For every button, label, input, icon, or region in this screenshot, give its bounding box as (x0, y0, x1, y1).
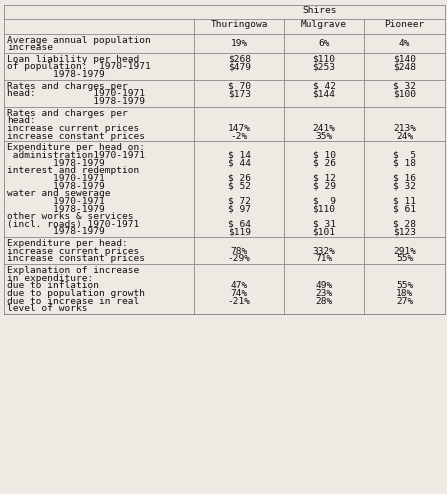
Text: 1970-1971: 1970-1971 (7, 197, 105, 206)
Text: 332%: 332% (312, 247, 336, 256)
Text: $123: $123 (393, 227, 416, 237)
Text: $ 42: $ 42 (312, 82, 336, 91)
Text: $268: $268 (228, 55, 251, 64)
Text: 55%: 55% (396, 282, 413, 290)
Text: $110: $110 (312, 55, 336, 64)
Text: 18%: 18% (396, 289, 413, 298)
Text: 28%: 28% (316, 296, 333, 306)
Text: 213%: 213% (393, 124, 416, 133)
Text: 1978-1979: 1978-1979 (7, 205, 105, 213)
Text: 19%: 19% (231, 39, 248, 48)
Text: other works & services: other works & services (7, 212, 133, 221)
Text: $110: $110 (312, 205, 336, 213)
Text: increase current prices: increase current prices (7, 124, 139, 133)
Text: $ 72: $ 72 (228, 197, 251, 206)
Text: due to inflation: due to inflation (7, 282, 99, 290)
Text: $140: $140 (393, 55, 416, 64)
Text: $ 10: $ 10 (312, 151, 336, 160)
Text: -2%: -2% (231, 132, 248, 141)
Text: 241%: 241% (312, 124, 336, 133)
Text: 1978-1979: 1978-1979 (7, 227, 105, 237)
Text: head:: head: (7, 117, 35, 125)
Text: 24%: 24% (396, 132, 413, 141)
Text: $ 61: $ 61 (393, 205, 416, 213)
Text: (incl. roads) 1970-1971: (incl. roads) 1970-1971 (7, 220, 139, 229)
Text: 1978-1979: 1978-1979 (7, 159, 105, 167)
Text: $ 26: $ 26 (228, 174, 251, 183)
Text: -21%: -21% (228, 296, 251, 306)
Text: due to population growth: due to population growth (7, 289, 145, 298)
Text: head:          1970-1971: head: 1970-1971 (7, 89, 145, 98)
Text: 1978-1979: 1978-1979 (7, 70, 105, 79)
Text: in expenditure:: in expenditure: (7, 274, 93, 283)
Text: $479: $479 (228, 63, 251, 72)
Text: $119: $119 (228, 227, 251, 237)
Text: due to increase in real: due to increase in real (7, 296, 139, 306)
Text: 23%: 23% (316, 289, 333, 298)
Text: increase constant prices: increase constant prices (7, 254, 145, 263)
Text: $253: $253 (312, 63, 336, 72)
Text: $ 18: $ 18 (393, 159, 416, 167)
Text: $ 31: $ 31 (312, 220, 336, 229)
Text: 74%: 74% (231, 289, 248, 298)
Text: Mulgrave: Mulgrave (301, 20, 347, 29)
Text: $101: $101 (312, 227, 336, 237)
Text: 55%: 55% (396, 254, 413, 263)
Text: $ 11: $ 11 (393, 197, 416, 206)
Text: $173: $173 (228, 89, 251, 98)
Text: -29%: -29% (228, 254, 251, 263)
Text: administration1970-1971: administration1970-1971 (7, 151, 145, 160)
Text: Shires: Shires (302, 6, 337, 15)
Text: 4%: 4% (399, 39, 410, 48)
Text: 1978-1979: 1978-1979 (7, 97, 145, 106)
Text: level of works: level of works (7, 304, 87, 313)
Text: 49%: 49% (316, 282, 333, 290)
Text: $  9: $ 9 (312, 197, 336, 206)
Text: Rates and charges per: Rates and charges per (7, 82, 127, 91)
Text: 291%: 291% (393, 247, 416, 256)
Text: increase constant prices: increase constant prices (7, 132, 145, 141)
Text: 35%: 35% (316, 132, 333, 141)
Text: 1978-1979: 1978-1979 (7, 182, 105, 191)
Text: 1970-1971: 1970-1971 (7, 174, 105, 183)
Text: $ 70: $ 70 (228, 82, 251, 91)
Text: increase current prices: increase current prices (7, 247, 139, 256)
Text: $ 16: $ 16 (393, 174, 416, 183)
Text: $ 32: $ 32 (393, 82, 416, 91)
Text: $  5: $ 5 (393, 151, 416, 160)
Text: $ 28: $ 28 (393, 220, 416, 229)
Text: Average annual population: Average annual population (7, 36, 151, 44)
Text: of population:  1970-1971: of population: 1970-1971 (7, 63, 151, 72)
Text: $ 97: $ 97 (228, 205, 251, 213)
Text: $ 14: $ 14 (228, 151, 251, 160)
Text: $144: $144 (312, 89, 336, 98)
Text: $ 12: $ 12 (312, 174, 336, 183)
Text: $ 29: $ 29 (312, 182, 336, 191)
Text: water and sewerage: water and sewerage (7, 189, 110, 198)
Text: increase: increase (7, 43, 53, 52)
Text: 71%: 71% (316, 254, 333, 263)
Text: $ 44: $ 44 (228, 159, 251, 167)
Text: $ 32: $ 32 (393, 182, 416, 191)
Text: 27%: 27% (396, 296, 413, 306)
Text: interest and redemption: interest and redemption (7, 166, 139, 175)
Text: $ 26: $ 26 (312, 159, 336, 167)
Text: $ 64: $ 64 (228, 220, 251, 229)
Text: 47%: 47% (231, 282, 248, 290)
Text: Thuringowa: Thuringowa (211, 20, 268, 29)
Text: Pioneer: Pioneer (384, 20, 425, 29)
Text: $248: $248 (393, 63, 416, 72)
Text: 78%: 78% (231, 247, 248, 256)
Text: $ 52: $ 52 (228, 182, 251, 191)
Text: 6%: 6% (318, 39, 330, 48)
Text: Expenditure per head on:: Expenditure per head on: (7, 143, 145, 152)
Text: 147%: 147% (228, 124, 251, 133)
Text: $100: $100 (393, 89, 416, 98)
Text: Explanation of increase: Explanation of increase (7, 266, 139, 275)
Text: Expenditure per head:: Expenditure per head: (7, 239, 127, 248)
Text: Rates and charges per: Rates and charges per (7, 109, 127, 118)
Text: Loan liability per head: Loan liability per head (7, 55, 139, 64)
